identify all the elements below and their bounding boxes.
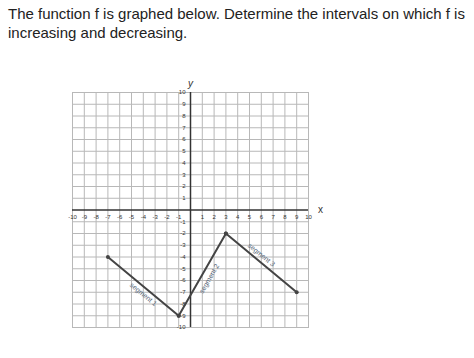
svg-text:-10: -10	[68, 214, 77, 220]
svg-text:7: 7	[271, 214, 275, 220]
svg-text:segment 2: segment 2	[198, 262, 221, 294]
svg-text:8: 8	[283, 214, 287, 220]
svg-text:-1: -1	[176, 213, 182, 220]
svg-text:2: 2	[212, 214, 216, 220]
svg-text:-3: -3	[152, 214, 158, 220]
svg-text:-9: -9	[180, 312, 186, 319]
svg-text:segment 3: segment 3	[246, 242, 276, 269]
svg-text:2: 2	[182, 183, 186, 189]
html-text:The function f is graphed belo: The function f is graphed below. Determi…	[8, 5, 465, 41]
svg-text:-8: -8	[180, 300, 186, 307]
svg-text:-1: -1	[180, 219, 186, 225]
svg-text:7: 7	[182, 125, 186, 131]
svg-text:1: 1	[182, 195, 186, 201]
svg-text:y: y	[187, 78, 194, 89]
svg-text:3: 3	[182, 172, 186, 178]
svg-text:-6: -6	[117, 214, 123, 220]
svg-text:6: 6	[182, 136, 186, 142]
svg-text:-10: -10	[177, 324, 186, 330]
svg-text:-8: -8	[93, 214, 99, 220]
svg-text:10: 10	[179, 89, 186, 95]
svg-text:5: 5	[182, 148, 186, 154]
svg-text:9: 9	[182, 101, 186, 107]
svg-text:5: 5	[248, 214, 252, 220]
svg-text:6: 6	[260, 214, 264, 220]
svg-text:3: 3	[224, 214, 228, 220]
svg-text:-2: -2	[164, 214, 170, 220]
svg-text:4: 4	[182, 160, 186, 166]
svg-text:-6: -6	[180, 277, 186, 283]
svg-text:-4: -4	[141, 214, 147, 220]
svg-text:-7: -7	[105, 214, 111, 220]
svg-text:-9: -9	[82, 214, 88, 220]
svg-text:-3: -3	[180, 242, 186, 248]
svg-text:-7: -7	[180, 289, 186, 295]
svg-text:9: 9	[295, 214, 299, 220]
svg-text:8: 8	[182, 113, 186, 119]
svg-text:segment 1: segment 1	[128, 281, 158, 308]
svg-text:-5: -5	[129, 214, 135, 220]
svg-text:x: x	[318, 204, 323, 215]
svg-text:-2: -2	[180, 230, 186, 236]
svg-text:-4: -4	[180, 254, 186, 260]
svg-text:1: 1	[201, 214, 205, 220]
svg-text:-5: -5	[180, 266, 186, 272]
svg-text:4: 4	[236, 214, 240, 220]
svg-text:10: 10	[305, 214, 312, 220]
